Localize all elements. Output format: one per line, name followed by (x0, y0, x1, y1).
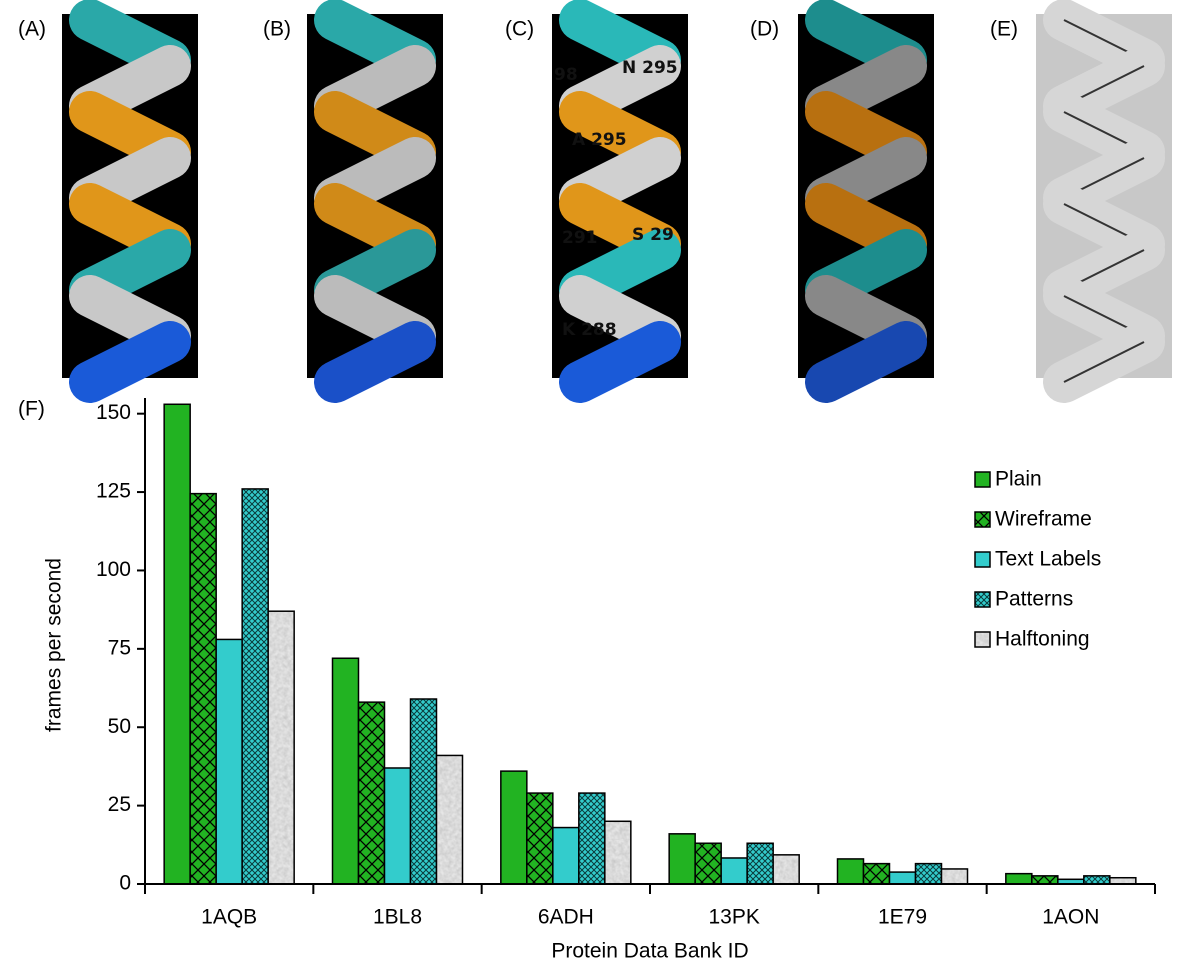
x-tick-label: 1AQB (201, 906, 257, 929)
panel-frame (198, 0, 228, 380)
bar (888, 871, 917, 885)
y-tick-label: 50 (108, 715, 131, 738)
bar (189, 492, 217, 885)
bar (772, 854, 800, 885)
image-panel: (E) (990, 0, 1200, 382)
bar (383, 767, 412, 885)
image-panel: (A) (18, 0, 228, 382)
bar (914, 862, 943, 885)
panels: (A) (B) (C) 98 N 295 A 295 291 S 29 K 288 (D) (E) (18, 0, 1200, 382)
panel-frame (277, 0, 307, 380)
panel-label: (C) (505, 18, 534, 41)
bar-chart: (F) frames per second Protein Data Bank ID… (18, 398, 1156, 963)
helix-segment (90, 342, 170, 382)
y-tick-label: 0 (119, 872, 131, 895)
x-tick-label: 1E79 (878, 906, 927, 929)
bar (836, 858, 865, 885)
legend-label: Plain (995, 468, 1042, 491)
bar (435, 754, 464, 885)
helix-label: K 288 (562, 320, 617, 340)
helix-segment (580, 342, 660, 382)
bar (357, 701, 386, 885)
panel-frame (522, 0, 552, 380)
y-tick-label: 125 (96, 480, 131, 503)
bar (1005, 872, 1033, 885)
panel-label: (E) (990, 18, 1018, 41)
helix-segment (826, 342, 906, 382)
bar (720, 857, 748, 885)
x-tick-label: 1AON (1042, 906, 1099, 929)
legend-label: Halftoning (995, 628, 1090, 651)
bar (267, 610, 295, 885)
legend-label: Text Labels (995, 548, 1101, 571)
helix-edge (1063, 341, 1145, 383)
image-panel: (D) (750, 0, 964, 382)
y-tick-label: 100 (96, 558, 131, 581)
y-tick-label: 150 (96, 401, 131, 424)
helix-segment (335, 342, 415, 382)
bar (552, 826, 580, 885)
x-tick-label: 1BL8 (373, 906, 422, 929)
image-panel: (B) (263, 0, 473, 382)
x-tick-label: 6ADH (538, 906, 594, 929)
image-panel: (C) 98 N 295 A 295 291 S 29 K 288 (505, 0, 718, 382)
panel-frame (32, 0, 62, 380)
legend-swatch (974, 551, 991, 568)
panel-frame (688, 0, 718, 380)
panel-frame (934, 0, 964, 380)
legend-swatch (974, 631, 991, 648)
helix-label: A 295 (572, 130, 627, 150)
bar (578, 792, 606, 885)
bar (1031, 875, 1059, 885)
x-axis-label: Protein Data Bank ID (551, 940, 748, 963)
legend-label: Patterns (995, 588, 1073, 611)
y-tick-label: 25 (108, 793, 131, 816)
chart-label: (F) (18, 398, 45, 421)
bar (331, 657, 360, 885)
bar (694, 842, 722, 885)
y-axis-label: frames per second (43, 558, 66, 732)
legend-swatch (974, 511, 991, 528)
bar (940, 868, 969, 885)
bar (1083, 875, 1111, 885)
helix-label: S 29 (632, 225, 674, 245)
panel-frame (1006, 0, 1036, 380)
bar (500, 770, 528, 885)
legend-label: Wireframe (995, 508, 1092, 531)
panel-frame (1172, 0, 1200, 380)
panel-frame (443, 0, 473, 380)
bar (668, 833, 696, 885)
bar (746, 842, 774, 885)
legend-swatch (974, 471, 991, 488)
panel-label: (A) (18, 18, 46, 41)
helix-label: N 295 (622, 58, 678, 78)
y-tick-label: 75 (108, 636, 131, 659)
bar (604, 820, 632, 885)
bar (163, 403, 191, 885)
bar (862, 862, 891, 885)
bar (526, 792, 554, 885)
bar (409, 698, 438, 885)
legend-swatch (974, 591, 991, 608)
panel-label: (B) (263, 18, 291, 41)
bar (241, 488, 269, 885)
x-tick-label: 13PK (708, 906, 759, 929)
helix-label: 291 (562, 228, 598, 248)
helix-label: 98 (554, 65, 578, 85)
bar (215, 638, 243, 885)
panel-label: (D) (750, 18, 779, 41)
panel-frame (768, 0, 798, 380)
